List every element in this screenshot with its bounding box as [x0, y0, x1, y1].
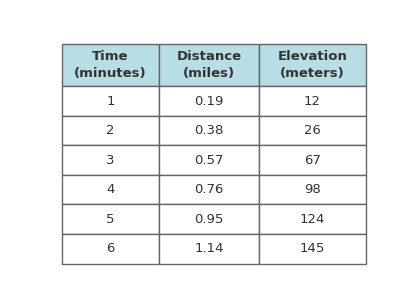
- Bar: [62, 145, 159, 175]
- Bar: [159, 234, 259, 264]
- Text: 26: 26: [304, 124, 321, 137]
- Bar: [259, 86, 366, 116]
- Bar: [62, 175, 159, 205]
- Text: 2: 2: [106, 124, 115, 137]
- Text: 3: 3: [106, 154, 115, 167]
- Text: 67: 67: [304, 154, 321, 167]
- Bar: [259, 43, 366, 86]
- Bar: [62, 43, 159, 86]
- Text: 0.95: 0.95: [194, 213, 224, 226]
- Text: 145: 145: [300, 242, 325, 255]
- Text: 124: 124: [300, 213, 325, 226]
- Text: 1.14: 1.14: [194, 242, 224, 255]
- Bar: [259, 175, 366, 205]
- Bar: [62, 205, 159, 234]
- Text: 0.19: 0.19: [194, 95, 224, 108]
- Text: Elevation
(meters): Elevation (meters): [277, 50, 347, 80]
- Bar: [62, 234, 159, 264]
- Text: 98: 98: [304, 183, 321, 196]
- Text: 12: 12: [304, 95, 321, 108]
- Bar: [62, 116, 159, 145]
- Text: 5: 5: [106, 213, 115, 226]
- Bar: [259, 145, 366, 175]
- Text: Distance
(miles): Distance (miles): [176, 50, 242, 80]
- Text: 4: 4: [106, 183, 115, 196]
- Bar: [62, 86, 159, 116]
- Text: 6: 6: [106, 242, 115, 255]
- Bar: [159, 175, 259, 205]
- Bar: [159, 86, 259, 116]
- Text: 0.38: 0.38: [194, 124, 224, 137]
- Bar: [259, 234, 366, 264]
- Bar: [159, 43, 259, 86]
- Bar: [259, 116, 366, 145]
- Text: 0.57: 0.57: [194, 154, 224, 167]
- Text: Time
(minutes): Time (minutes): [74, 50, 147, 80]
- Text: 0.76: 0.76: [194, 183, 224, 196]
- Bar: [159, 205, 259, 234]
- Bar: [159, 116, 259, 145]
- Text: 1: 1: [106, 95, 115, 108]
- Bar: [259, 205, 366, 234]
- Bar: [159, 145, 259, 175]
